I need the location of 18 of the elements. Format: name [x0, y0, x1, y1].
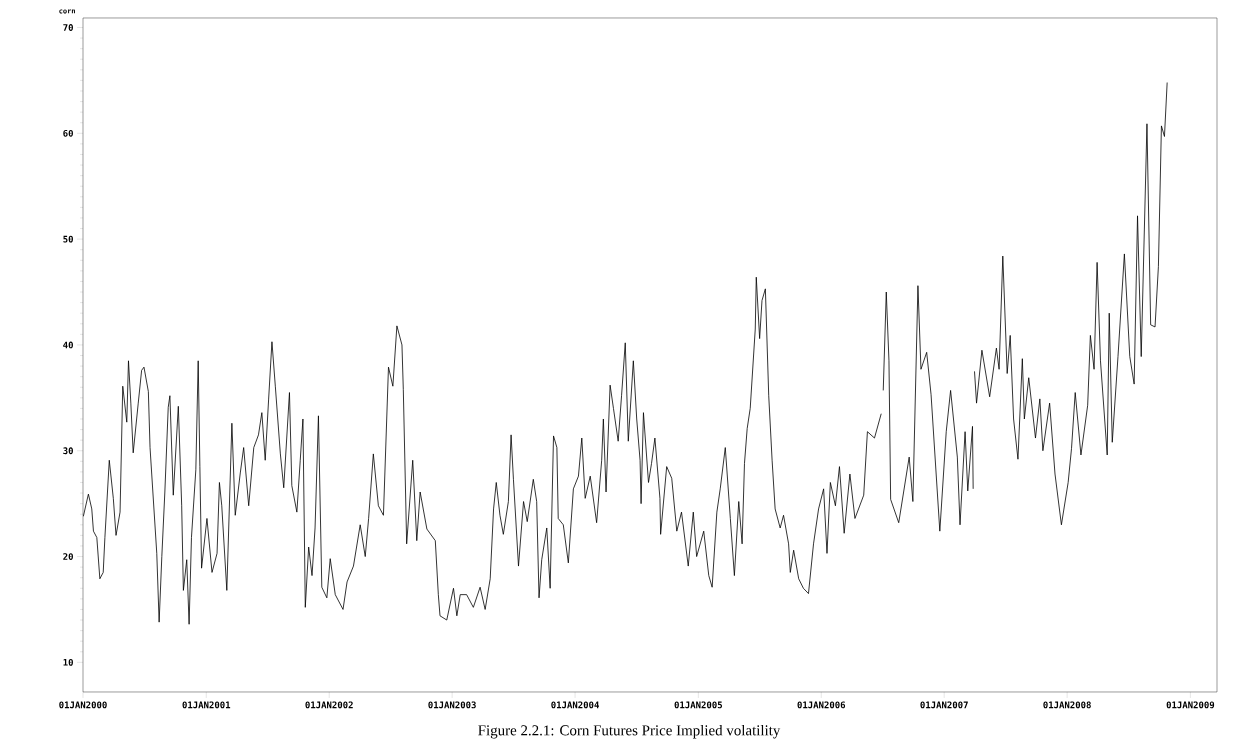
y-tick-label: 10 — [63, 658, 73, 666]
y-tick-label: 20 — [63, 553, 73, 560]
x-tick-label: 01JAN2000 — [59, 701, 107, 709]
x-tick-label: 01JAN2001 — [182, 701, 231, 709]
y-tick-label: 30 — [63, 447, 73, 455]
x-tick-label: 01JAN2009 — [1166, 701, 1215, 709]
y-tick-label: 70 — [63, 24, 73, 31]
y-tick-label: 60 — [63, 129, 73, 137]
caption: Figure 2.2.1: Corn Futures Price Implied volatility — [478, 724, 781, 739]
y-tick-label: 40 — [63, 341, 73, 349]
x-tick-label: 01JAN2008 — [1043, 701, 1091, 709]
x-tick-label: 01JAN2006 — [797, 701, 846, 709]
x-tick-label: 01JAN2002 — [305, 701, 353, 709]
x-tick-label: 01JAN2003 — [428, 701, 476, 709]
x-tick-label: 01JAN2005 — [674, 701, 723, 709]
x-tick-label: 01JAN2007 — [920, 701, 968, 709]
y-tick-label: 50 — [63, 235, 73, 243]
x-tick-label: 01JAN2004 — [551, 701, 599, 709]
